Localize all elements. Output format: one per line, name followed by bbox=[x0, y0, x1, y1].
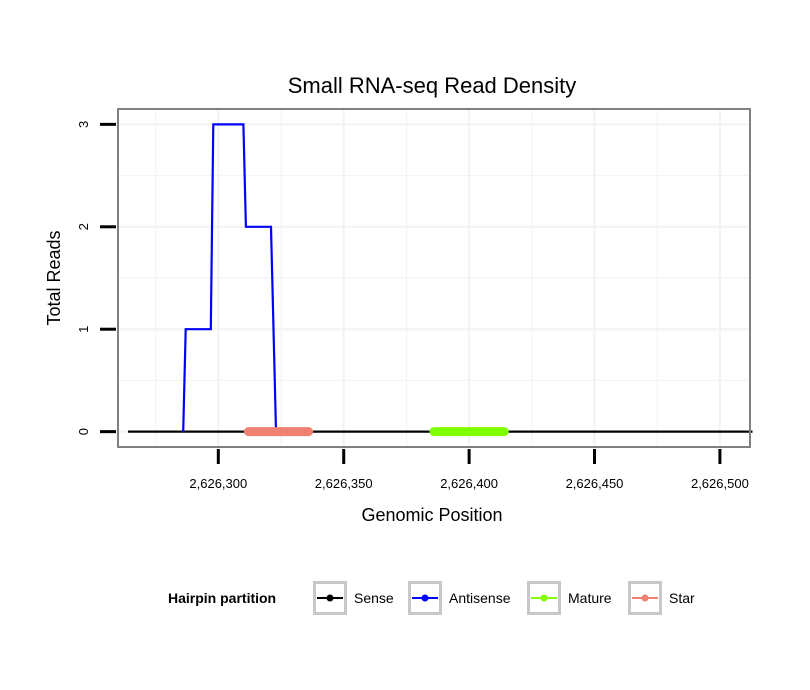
panel-border bbox=[117, 108, 751, 448]
x-tick-label: 2,626,350 bbox=[315, 476, 373, 491]
x-tick-label: 2,626,500 bbox=[691, 476, 749, 491]
chart-title: Small RNA-seq Read Density bbox=[288, 73, 577, 98]
y-axis: 0 1 2 3 bbox=[76, 121, 116, 435]
legend-label-sense: Sense bbox=[354, 590, 394, 606]
y-tick-label: 1 bbox=[76, 326, 91, 333]
x-tick-label: 2,626,300 bbox=[189, 476, 247, 491]
legend: Hairpin partition Sense Antisense Mature St… bbox=[168, 581, 695, 615]
legend-title: Hairpin partition bbox=[168, 590, 276, 606]
legend-label-antisense: Antisense bbox=[449, 590, 511, 606]
legend-key-dot-mature bbox=[540, 594, 548, 602]
series-antisense-line bbox=[182, 123, 278, 432]
y-tick-label: 2 bbox=[76, 223, 91, 230]
plot-panel bbox=[117, 108, 753, 448]
data-series bbox=[128, 123, 753, 437]
x-tick-label: 2,626,400 bbox=[440, 476, 498, 491]
x-axis-title: Genomic Position bbox=[361, 505, 502, 525]
legend-key-dot-sense bbox=[326, 594, 334, 602]
x-axis: 2,626,300 2,626,350 2,626,400 2,626,450 2,62… bbox=[189, 449, 749, 491]
y-tick-label: 3 bbox=[76, 121, 91, 128]
x-tick-label: 2,626,450 bbox=[566, 476, 624, 491]
y-axis-title: Total Reads bbox=[44, 230, 64, 325]
y-tick-label: 0 bbox=[76, 428, 91, 435]
legend-label-star: Star bbox=[669, 590, 695, 606]
legend-key-dot-star bbox=[641, 594, 649, 602]
legend-key-dot-antisense bbox=[421, 594, 429, 602]
legend-label-mature: Mature bbox=[568, 590, 612, 606]
